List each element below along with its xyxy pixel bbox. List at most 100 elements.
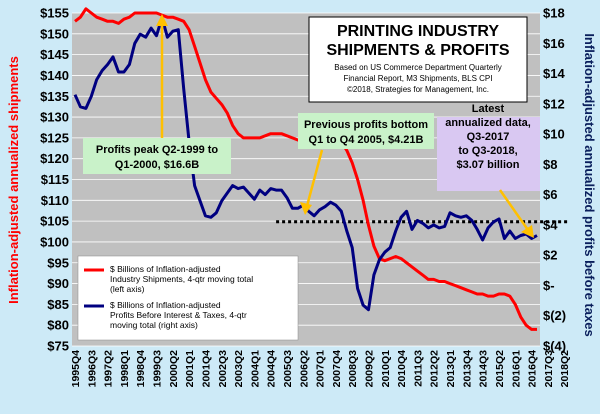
x-tick-label: 2003Q2 — [233, 350, 245, 388]
right-axis-title: Inflation-adjusted annualized profits be… — [582, 33, 597, 336]
arrow-to-latest-head — [521, 225, 534, 238]
callout-latest-line2: annualized data, — [445, 117, 531, 129]
callout-arrows — [156, 14, 534, 238]
x-tick-label: 2012Q2 — [429, 350, 441, 388]
right-tick-label: $18 — [543, 6, 565, 21]
x-tick-label: 2010Q4 — [396, 350, 408, 388]
x-tick-label: 2005Q3 — [282, 350, 294, 388]
left-axis-title: Inflation-adjusted annualized shipments — [6, 56, 21, 304]
x-tick-label: 2016Q4 — [527, 350, 539, 388]
arrow-to-bottom-head — [300, 202, 312, 215]
x-tick-label: 2007Q1 — [315, 350, 327, 388]
x-tick-label: 2006Q2 — [298, 350, 310, 388]
callout-previous-bottom-line2: Q1 to Q4 2005, $4.21B — [309, 134, 424, 146]
left-tick-label: $110 — [41, 193, 69, 208]
x-tick-label: 2013Q1 — [445, 350, 457, 388]
x-tick-label: 2008Q3 — [347, 350, 359, 388]
right-tick-label: $8 — [543, 157, 557, 172]
legend-label-profits-line3: moving total (right axis) — [110, 320, 198, 330]
title-box: PRINTING INDUSTRY SHIPMENTS & PROFITS Ba… — [308, 16, 528, 103]
left-tick-label: $95 — [47, 255, 69, 270]
right-tick-label: $(2) — [543, 308, 566, 323]
callout-profits-peak-line1: Profits peak Q2-1999 to — [96, 144, 219, 156]
arrow-to-latest — [498, 189, 530, 231]
left-tick-label: $155 — [40, 6, 69, 21]
right-tick-label: $2 — [543, 248, 557, 263]
arrow-to-bottom — [305, 149, 324, 207]
x-tick-label: 2010Q1 — [380, 350, 392, 388]
right-tick-label: $- — [543, 278, 555, 293]
left-tick-label: $115 — [41, 172, 69, 187]
chart-subtitle-line1: Based on US Commerce Department Quarterl… — [334, 63, 502, 72]
left-tick-label: $80 — [47, 318, 69, 333]
callout-latest-line1: Latest — [472, 103, 505, 115]
left-tick-label: $100 — [40, 234, 69, 249]
x-tick-label: 2016Q1 — [510, 350, 522, 388]
x-tick-label: 1997Q2 — [103, 350, 115, 388]
x-tick-label: 2009Q2 — [364, 350, 376, 388]
callout-previous-bottom-line1: Previous profits bottom — [304, 119, 428, 131]
left-tick-label: $150 — [40, 26, 69, 41]
x-tick-label: 1998Q4 — [135, 350, 147, 388]
x-tick-label: 1998Q1 — [119, 350, 131, 388]
legend-label-shipments-line3: (left axis) — [110, 284, 145, 294]
left-tick-label: $90 — [47, 276, 69, 291]
right-tick-label: $6 — [543, 187, 557, 202]
callout-latest-line5: $3.07 billion — [457, 159, 520, 171]
callout-latest-line4: to Q3-2018, — [458, 145, 517, 157]
x-tick-label: 2014Q3 — [478, 350, 490, 388]
callout-previous-bottom-background — [298, 113, 434, 149]
callout-profits-peak: Profits peak Q2-1999 to Q1-2000, $16.6B — [83, 138, 231, 174]
x-tick-label: 1995Q4 — [70, 350, 82, 388]
x-tick-label: 2004Q4 — [266, 350, 278, 388]
x-tick-label: 2001Q1 — [184, 350, 196, 388]
x-tick-label: 2007Q4 — [331, 350, 343, 388]
x-axis: 1995Q4 1996Q3 1997Q2 1998Q1 1998Q4 1999Q3 2000… — [70, 350, 571, 388]
x-tick-label: 2004Q1 — [249, 350, 261, 388]
left-tick-label: $75 — [47, 339, 69, 354]
right-tick-label: $14 — [543, 66, 565, 81]
x-tick-label: 2011Q3 — [412, 350, 424, 387]
callout-latest-line3: Q3-2017 — [467, 131, 510, 143]
left-tick-label: $105 — [40, 214, 69, 229]
chart-subtitle-line3: ©2018, Strategies for Management, Inc. — [347, 85, 489, 94]
right-axis: $18 $16 $14 $12 $10 $8 $6 $4 $2 $- $(2) $(4) — [543, 6, 566, 354]
right-tick-label: $(4) — [543, 339, 566, 354]
title-box-background — [308, 16, 528, 103]
legend-label-shipments-line2: Industry Shipments, 4-qtr moving total — [110, 274, 253, 284]
callout-previous-bottom: Previous profits bottom Q1 to Q4 2005, $… — [298, 113, 434, 149]
x-tick-label: 2018Q2 — [559, 350, 571, 388]
callout-profits-peak-line2: Q1-2000, $16.6B — [115, 159, 199, 171]
chart-title-line2: SHIPMENTS & PROFITS — [326, 42, 509, 59]
right-tick-label: $10 — [543, 127, 565, 142]
legend-background — [77, 255, 299, 341]
left-tick-label: $135 — [40, 89, 69, 104]
legend-label-shipments-line1: $ Billions of Inflation-adjusted — [110, 264, 221, 274]
callout-latest-background — [437, 117, 540, 191]
x-tick-label: 2000Q2 — [168, 350, 180, 388]
right-tick-label: $16 — [543, 36, 565, 51]
chart-title-line1: PRINTING INDUSTRY — [337, 23, 499, 40]
left-tick-label: $125 — [40, 130, 69, 145]
left-tick-label: $120 — [40, 151, 69, 166]
x-tick-label: 2015Q2 — [494, 350, 506, 388]
chart-subtitle-line2: Financial Report, M3 Shipments, BLS CPI — [344, 74, 493, 83]
arrow-to-peak-head — [156, 14, 168, 26]
x-tick-label: 1999Q3 — [152, 350, 164, 388]
left-tick-label: $145 — [40, 47, 69, 62]
left-tick-label: $130 — [40, 110, 69, 125]
right-tick-label: $12 — [543, 96, 565, 111]
x-tick-label: 2001Q4 — [200, 350, 212, 388]
x-tick-label: 2013Q4 — [461, 350, 473, 388]
callout-profits-peak-background — [83, 138, 231, 174]
left-axis: $155 $150 $145 $140 $135 $130 $125 $120 $115 $110… — [40, 6, 69, 354]
left-tick-label: $140 — [40, 68, 69, 83]
x-tick-label: 2017Q3 — [543, 350, 555, 388]
callout-latest: Latest annualized data, Q3-2017 to Q3-20… — [437, 103, 540, 191]
x-tick-label: 1996Q3 — [86, 350, 98, 388]
right-tick-label: $4 — [543, 217, 558, 232]
left-tick-label: $85 — [47, 297, 69, 312]
legend-label-profits-line1: $ Billions of Inflation-adjusted — [110, 300, 221, 310]
